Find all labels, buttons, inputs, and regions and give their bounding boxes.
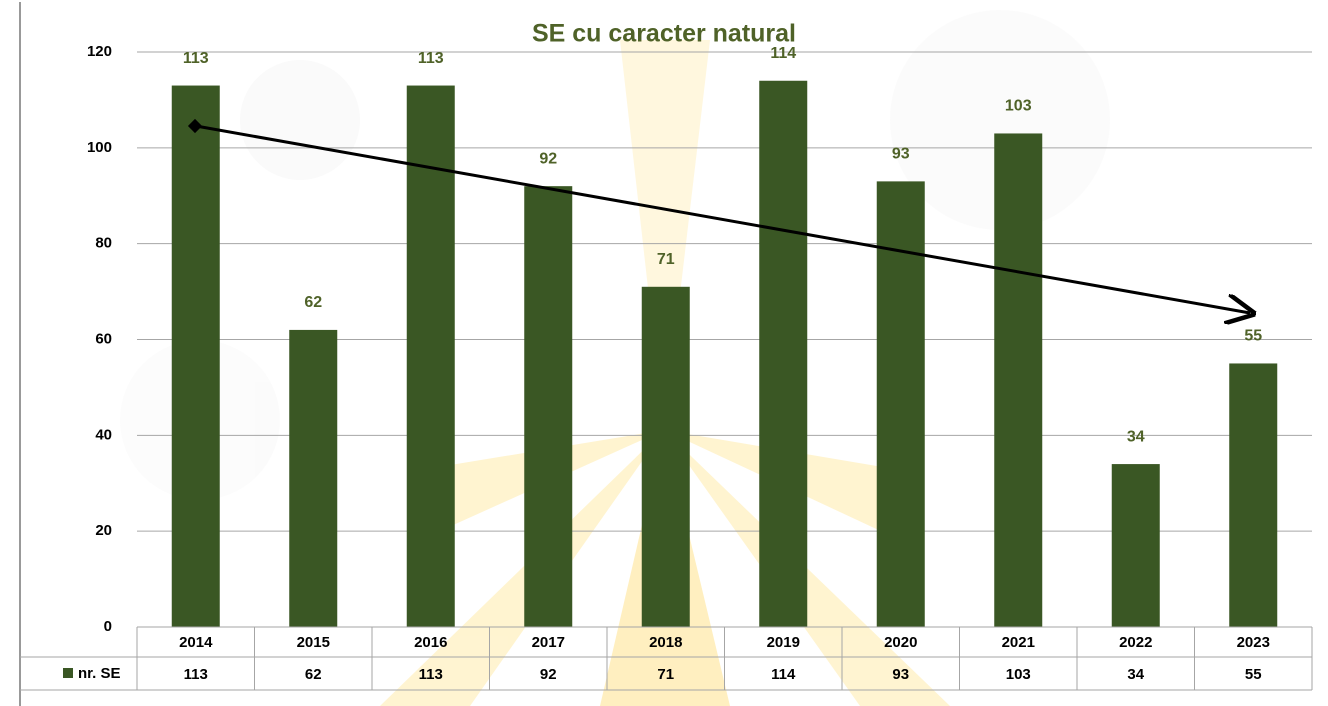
bar xyxy=(1112,464,1160,627)
data-label: 93 xyxy=(892,146,910,163)
data-label: 55 xyxy=(1244,328,1262,345)
table-value: 114 xyxy=(771,666,796,683)
table-value: 113 xyxy=(184,666,208,683)
x-tick-label: 2019 xyxy=(767,634,800,651)
y-tick-label: 120 xyxy=(87,43,112,60)
y-tick-label: 60 xyxy=(95,330,112,347)
table-value: 113 xyxy=(419,666,443,683)
x-tick-label: 2018 xyxy=(649,634,682,651)
table-value: 34 xyxy=(1127,666,1144,683)
x-tick-label: 2022 xyxy=(1119,634,1152,651)
data-label: 62 xyxy=(304,294,322,311)
x-tick-label: 2014 xyxy=(179,634,213,651)
data-label: 71 xyxy=(657,251,675,268)
bar xyxy=(642,287,690,627)
data-label: 113 xyxy=(183,50,209,67)
data-label: 103 xyxy=(1005,98,1032,115)
data-label: 92 xyxy=(539,150,557,167)
bar xyxy=(994,133,1042,627)
x-tick-label: 2016 xyxy=(414,634,447,651)
x-tick-label: 2023 xyxy=(1237,634,1270,651)
bar xyxy=(759,81,807,627)
table-value: 62 xyxy=(305,666,322,683)
y-tick-label: 0 xyxy=(104,618,112,635)
background-decoration xyxy=(120,10,1110,706)
legend-key xyxy=(63,668,73,678)
bar xyxy=(289,330,337,627)
bar xyxy=(524,186,572,627)
table-value: 103 xyxy=(1006,666,1031,683)
table-value: 55 xyxy=(1245,666,1262,683)
bar xyxy=(172,86,220,627)
legend-label: nr. SE xyxy=(78,665,121,682)
chart: 0 20 40 60 80 100 120 113 62 113 92 71 114 93 103 34 55… xyxy=(0,0,1328,706)
data-label: 34 xyxy=(1127,428,1145,445)
chart-title: SE cu caracter natural xyxy=(532,20,796,48)
y-tick-label: 100 xyxy=(87,139,112,156)
x-tick-label: 2020 xyxy=(884,634,917,651)
x-tick-label: 2021 xyxy=(1002,634,1035,651)
y-tick-label: 20 xyxy=(95,522,112,539)
x-tick-label: 2015 xyxy=(297,634,330,651)
table-value: 92 xyxy=(540,666,557,683)
bar xyxy=(1229,363,1277,627)
table-value: 71 xyxy=(657,666,674,683)
x-tick-label: 2017 xyxy=(532,634,565,651)
table-value: 93 xyxy=(892,666,909,683)
data-label: 113 xyxy=(418,50,444,67)
y-tick-label: 80 xyxy=(95,235,112,252)
y-tick-label: 40 xyxy=(95,426,112,443)
